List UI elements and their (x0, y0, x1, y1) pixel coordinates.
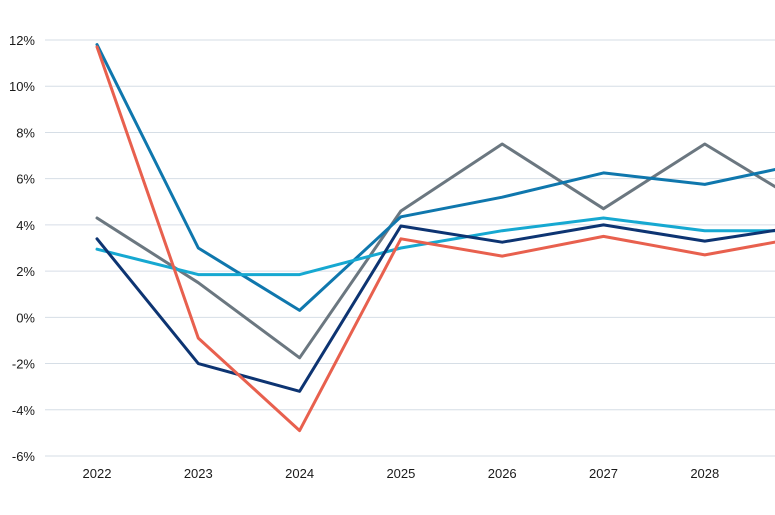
x-tick-label: 2025 (386, 466, 415, 481)
y-tick-label: -2% (12, 357, 36, 372)
x-axis-labels: 2022 2023 2024 2025 2026 2027 2028 (83, 466, 720, 481)
y-tick-label: 8% (16, 125, 35, 140)
x-tick-label: 2023 (184, 466, 213, 481)
series-light-blue-line (95, 216, 775, 277)
series-red-line (95, 45, 775, 433)
y-tick-label: 6% (16, 172, 35, 187)
x-tick-label: 2022 (83, 466, 112, 481)
y-tick-label: -6% (12, 449, 36, 464)
y-tick-label: 10% (9, 79, 35, 94)
y-tick-label: -4% (12, 403, 36, 418)
x-tick-label: 2024 (285, 466, 314, 481)
y-tick-label: 12% (9, 33, 35, 48)
x-tick-label: 2027 (589, 466, 618, 481)
series-blue-line (95, 43, 775, 312)
y-axis-labels: 12% 10% 8% 6% 4% 2% 0% -2% -4% -6% (9, 33, 35, 464)
gridlines (45, 39, 775, 457)
y-tick-label: 4% (16, 218, 35, 233)
series-gray-line (95, 142, 775, 360)
y-tick-label: 2% (16, 264, 35, 279)
x-tick-label: 2028 (690, 466, 719, 481)
series-lines (95, 43, 775, 433)
x-tick-label: 2026 (488, 466, 517, 481)
series-navy-line (95, 223, 775, 393)
y-tick-label: 0% (16, 310, 35, 325)
